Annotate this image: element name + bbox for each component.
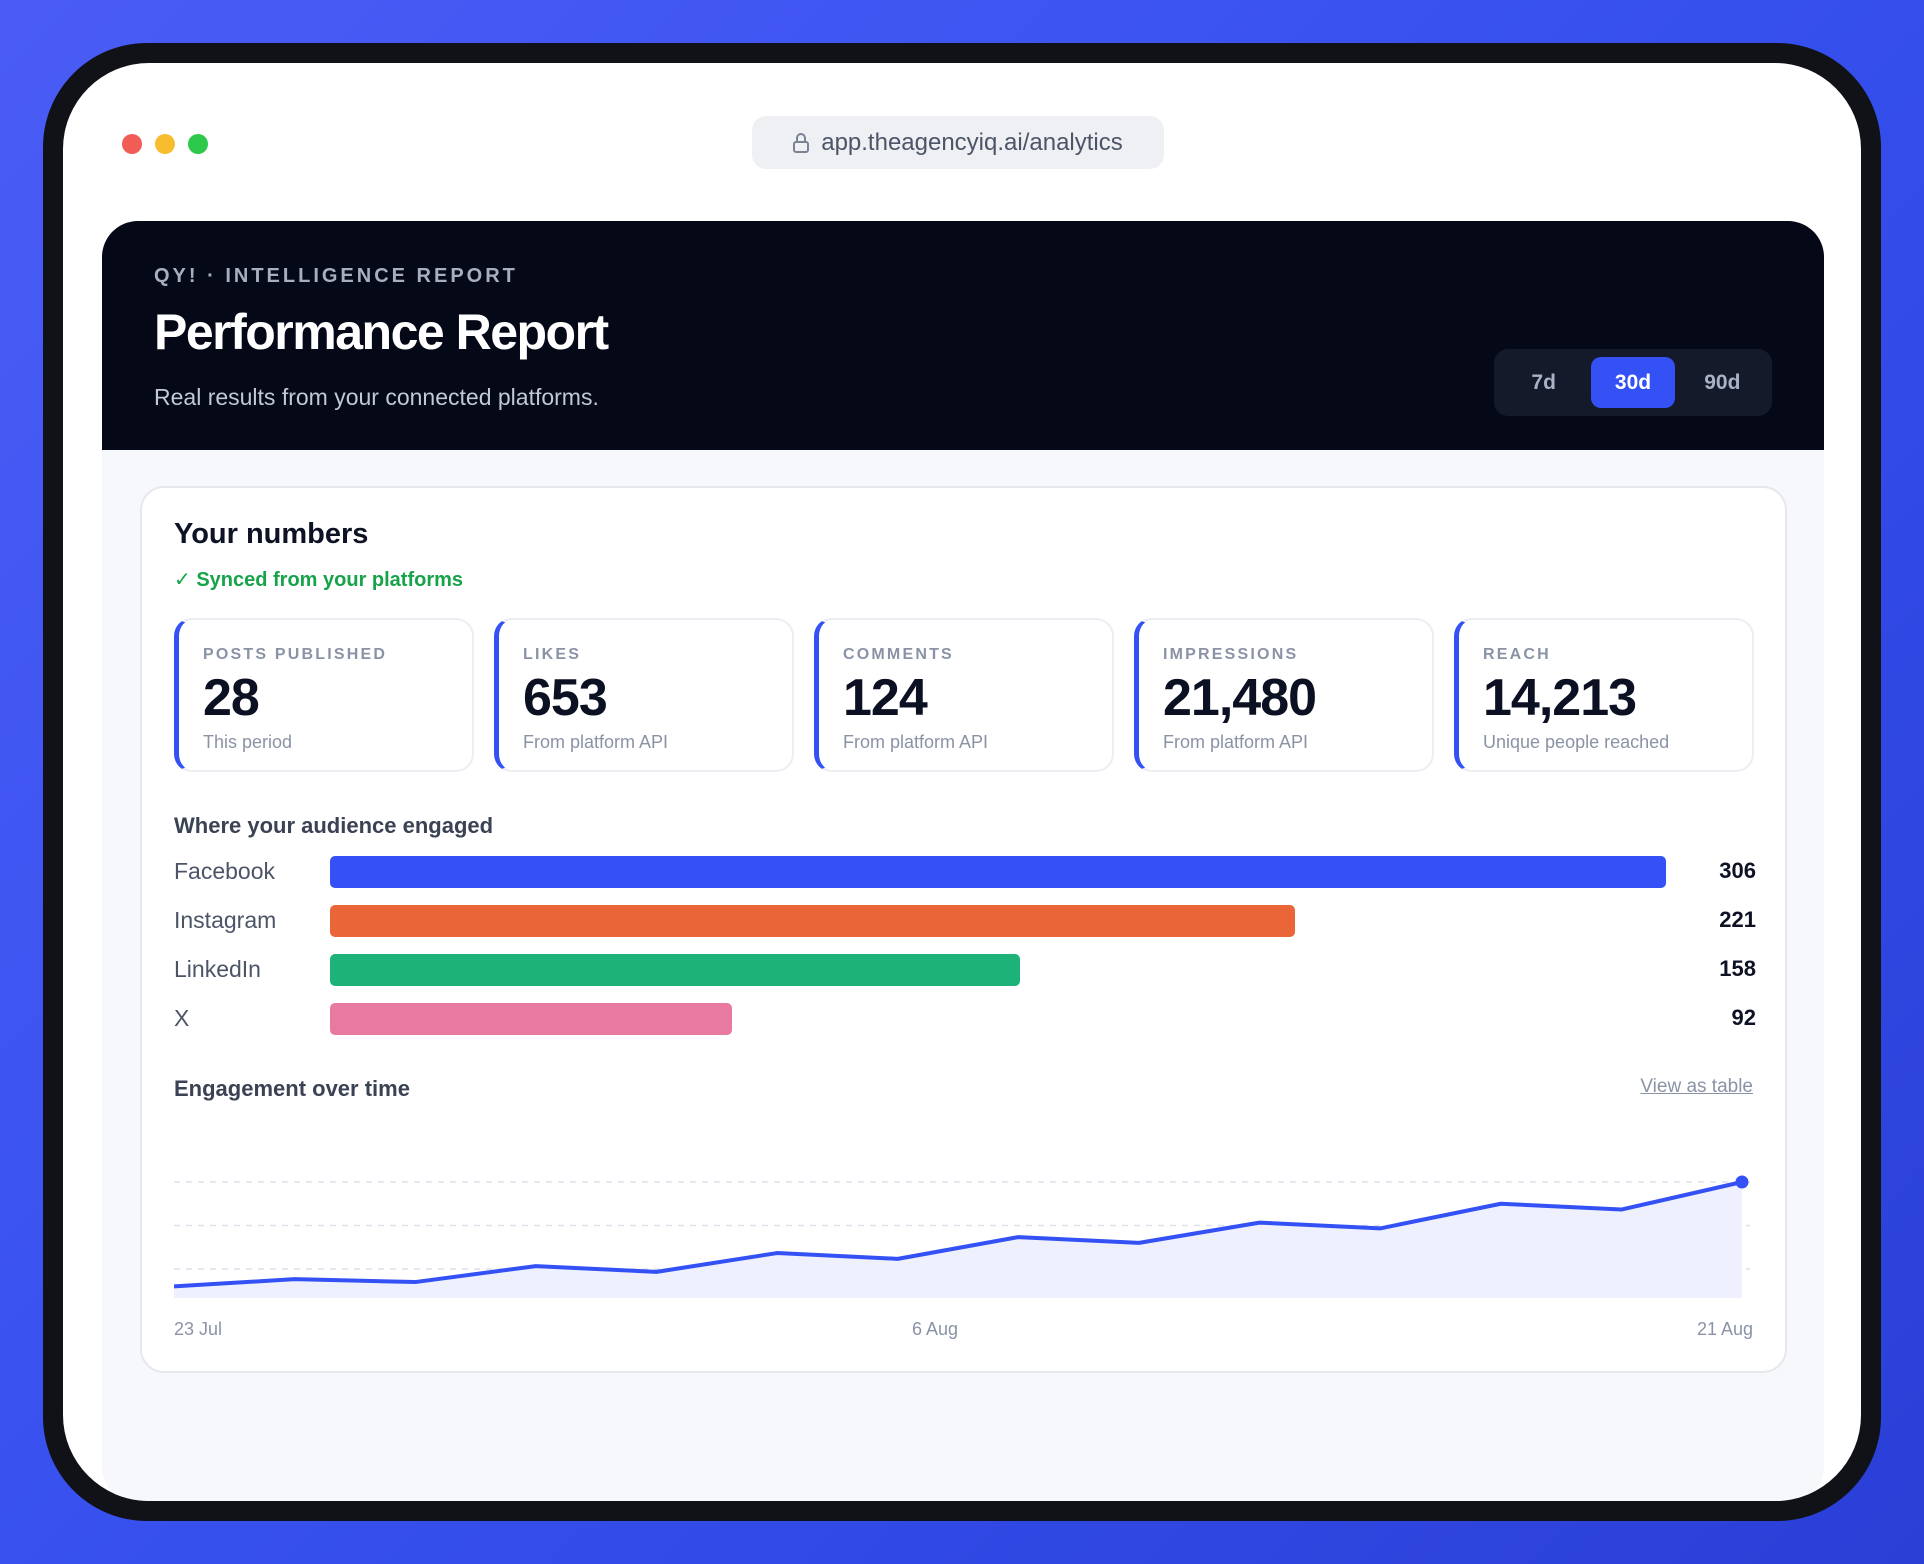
audience-title: Where your audience engaged (174, 813, 494, 838)
bar-row-x: X 92 (174, 1003, 1756, 1035)
window-controls (122, 134, 208, 154)
maximize-window-button[interactable] (188, 134, 208, 154)
bar-value: 92 (1731, 1005, 1756, 1030)
bar-facebook (330, 856, 1666, 888)
bar-x (330, 1003, 732, 1035)
bar-row-instagram: Instagram 221 (174, 905, 1756, 937)
period-selector: 7d 30d 90d (1494, 349, 1772, 416)
engagement-chart (174, 1175, 1750, 1298)
stat-sub: From platform API (523, 732, 669, 752)
page-subtitle: Real results from your connected platfor… (154, 384, 599, 410)
view-as-table-link[interactable]: View as table (1640, 1076, 1753, 1097)
stat-sub: From platform API (1163, 732, 1309, 752)
stat-value: 21,480 (1163, 669, 1317, 727)
stat-label: POSTS PUBLISHED (203, 646, 388, 663)
stat-likes: LIKES 653 From platform API (494, 618, 794, 772)
lock-icon (793, 132, 810, 153)
stat-value: 653 (523, 669, 608, 727)
bar-instagram (330, 905, 1295, 937)
stat-value: 124 (843, 669, 928, 727)
bar-value: 221 (1719, 907, 1756, 932)
bar-row-linkedin: LinkedIn 158 (174, 954, 1756, 986)
x-axis-label-end: 21 Aug (1696, 1319, 1753, 1339)
page-title: Performance Report (154, 304, 609, 360)
stat-label: REACH (1483, 646, 1551, 663)
minimize-window-button[interactable] (155, 134, 175, 154)
stat-comments: COMMENTS 124 From platform API (814, 618, 1114, 772)
bar-row-facebook: Facebook 306 (174, 856, 1756, 888)
bar-value: 306 (1719, 858, 1756, 883)
device-frame: app.theagencyiq.ai/analytics QY! · INTEL… (43, 43, 1881, 1521)
stat-sub: This period (203, 732, 293, 752)
period-30d-button[interactable]: 30d (1591, 357, 1675, 408)
sync-status: ✓ Synced from your platforms (174, 569, 464, 591)
numbers-card: Your numbers ✓ Synced from your platform… (140, 486, 1787, 1373)
engagement-title: Engagement over time (174, 1076, 410, 1101)
address-bar[interactable]: app.theagencyiq.ai/analytics (752, 116, 1164, 169)
stat-sub: Unique people reached (1483, 732, 1670, 752)
bar-value: 158 (1719, 956, 1756, 981)
stat-value: 14,213 (1483, 669, 1637, 727)
stat-label: LIKES (523, 646, 582, 663)
stat-value: 28 (203, 669, 260, 727)
bar-linkedin (330, 954, 1020, 986)
bar-label: LinkedIn (174, 956, 261, 982)
stat-label: COMMENTS (843, 646, 954, 663)
stat-cards: POSTS PUBLISHED 28 This period LIKES 653… (174, 618, 1754, 772)
url-text: app.theagencyiq.ai/analytics (821, 128, 1123, 156)
stat-label: IMPRESSIONS (1163, 646, 1299, 663)
period-90d-button[interactable]: 90d (1704, 370, 1741, 394)
stat-reach: REACH 14,213 Unique people reached (1454, 618, 1754, 772)
period-7d-button[interactable]: 7d (1531, 370, 1556, 394)
x-axis-label-start: 23 Jul (174, 1319, 223, 1339)
bar-label: Instagram (174, 907, 277, 933)
close-window-button[interactable] (122, 134, 142, 154)
analytics-app: QY! · INTELLIGENCE REPORT Performance Re… (102, 221, 1824, 1501)
report-header: QY! · INTELLIGENCE REPORT Performance Re… (102, 221, 1824, 450)
chart-line (174, 1180, 1743, 1289)
stat-impressions: IMPRESSIONS 21,480 From platform API (1134, 618, 1434, 772)
audience-bars: Facebook 306 Instagram 221 LinkedIn 158 (174, 856, 1756, 1052)
numbers-title: Your numbers (174, 518, 369, 550)
chart-point-latest[interactable] (1735, 1175, 1749, 1189)
x-axis-label-mid: 6 Aug (912, 1319, 959, 1339)
screen: app.theagencyiq.ai/analytics QY! · INTEL… (63, 63, 1861, 1501)
bar-label: X (174, 1005, 190, 1031)
stat-posts-published: POSTS PUBLISHED 28 This period (174, 618, 474, 772)
report-kicker: QY! · INTELLIGENCE REPORT (154, 265, 518, 287)
bar-label: Facebook (174, 858, 276, 884)
stat-sub: From platform API (843, 732, 989, 752)
